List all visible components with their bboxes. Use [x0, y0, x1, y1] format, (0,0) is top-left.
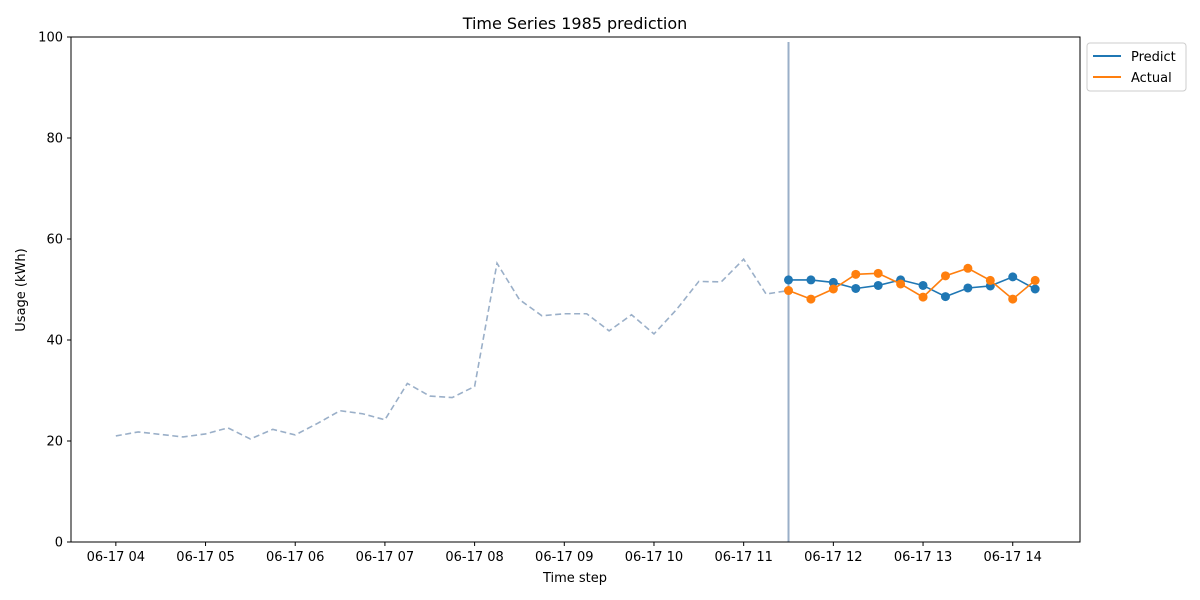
data-point-predict [873, 280, 883, 290]
x-tick-label: 06-17 13 [894, 550, 952, 565]
data-point-predict [918, 280, 928, 290]
data-point-actual [985, 275, 995, 285]
plot-frame [70, 36, 1081, 543]
legend-label-actual: Actual [1131, 71, 1172, 86]
x-tick-label: 06-17 08 [445, 550, 503, 565]
x-tick-label: 06-17 10 [625, 550, 683, 565]
x-tick-label: 06-17 14 [984, 550, 1042, 565]
data-point-actual [851, 269, 861, 279]
x-tick-label: 06-17 12 [804, 550, 862, 565]
legend: Predict Actual [1086, 42, 1187, 92]
y-axis: 0 20 40 60 80 100 [38, 31, 71, 551]
data-point-actual [940, 271, 950, 281]
data-point-predict [828, 277, 838, 287]
plot-area [115, 42, 1040, 542]
series-line-actual [788, 267, 1036, 301]
data-point-actual [873, 268, 883, 278]
data-point-actual [806, 294, 816, 304]
x-tick-label: 06-17 06 [266, 550, 324, 565]
x-tick-label: 06-17 04 [87, 550, 145, 565]
history-line [115, 257, 789, 440]
y-axis-label: Usage (kWh) [14, 248, 29, 331]
x-tick-label: 06-17 07 [356, 550, 414, 565]
legend-label-predict: Predict [1131, 50, 1176, 65]
y-tick-label: 60 [46, 233, 63, 248]
data-point-actual [896, 279, 906, 289]
chart-title: Time Series 1985 prediction [462, 14, 688, 33]
data-point-actual [784, 286, 794, 296]
y-tick-label: 100 [38, 31, 63, 46]
y-tick-label: 40 [46, 334, 63, 349]
x-tick-label: 06-17 11 [714, 550, 772, 565]
x-tick-label: 06-17 05 [176, 550, 234, 565]
x-axis-label: Time step [542, 571, 607, 586]
data-point-predict [784, 275, 794, 285]
data-point-predict [806, 275, 816, 285]
y-tick-label: 20 [46, 435, 63, 450]
data-point-predict [940, 292, 950, 302]
data-point-actual [963, 263, 973, 273]
data-point-predict [1030, 284, 1040, 294]
y-tick-label: 80 [46, 132, 63, 147]
data-point-actual [828, 284, 838, 294]
y-tick-label: 0 [55, 536, 63, 551]
data-point-predict [1008, 272, 1018, 282]
data-point-predict [963, 283, 973, 293]
data-point-predict [851, 283, 861, 293]
x-axis: 06-17 04 06-17 05 06-17 06 06-17 07 06-17 08… [87, 542, 1042, 565]
data-point-actual [1030, 275, 1040, 285]
x-tick-label: 06-17 09 [535, 550, 593, 565]
data-point-actual [918, 292, 928, 302]
data-point-actual [1008, 294, 1018, 304]
